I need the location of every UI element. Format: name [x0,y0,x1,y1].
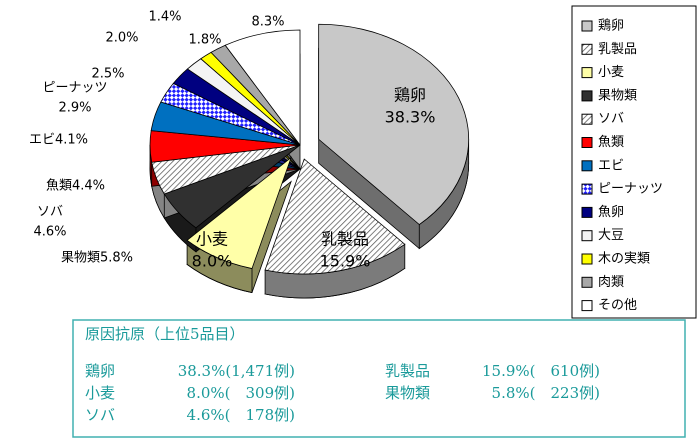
summary-box: 原因抗原（上位5品目） 鶏卵 38.3%(1,471例) 乳製品 15.9%( 610… [72,319,686,438]
legend-swatch [581,183,593,195]
data-label: 5.8% [100,251,133,266]
slice-name: 魚類 [46,179,72,194]
legend-swatch [581,253,593,265]
slice-name: エビ [29,133,55,148]
slice-name: 鶏卵 [394,86,426,105]
legend-box [571,5,697,319]
legend-label: 果物類 [598,88,637,103]
data-label: 4.4% [72,179,105,194]
legend-swatch [581,206,593,218]
slice-name: 乳製品 [321,230,369,249]
slice [264,158,406,275]
slice-name: 果物類 [61,251,100,266]
slice [318,23,469,226]
summary-title: 原因抗原（上位5品目） [85,325,245,343]
legend-label: 小麦 [598,65,624,80]
data-label: 38.3% [385,108,436,127]
summary-name: ソバ [85,406,115,424]
legend-swatch [581,230,593,242]
data-label: 1.8% [188,33,221,48]
summary-share: 15.9%( 610例) [482,362,600,380]
legend-swatch [581,90,593,102]
summary-share: 8.0%( 309例) [187,384,295,402]
legend-label: その他 [598,298,637,313]
data-label: 1.4% [148,10,181,25]
legend-label: 木の実類 [598,251,650,267]
legend-swatch [581,43,593,55]
legend-label: エビ [598,158,624,173]
legend-label: 大豆 [598,228,624,243]
summary-name: 鶏卵 [85,362,115,380]
data-label: 8.3% [251,15,284,30]
data-label: 4.1% [55,133,88,148]
legend-swatch [581,113,593,125]
legend-label: 乳製品 [598,42,637,57]
summary-name: 小麦 [85,384,115,402]
legend-label: 肉類 [598,275,624,290]
legend-swatch [581,20,593,32]
legend-label: ソバ [598,112,624,127]
data-label: 2.9% [58,101,91,116]
legend-swatch [581,276,593,288]
legend-label: ピーナッツ [598,182,663,197]
legend-label: 魚卵 [598,205,624,220]
slice [186,156,292,270]
slice-name: 小麦 [196,230,228,249]
summary-share: 38.3%(1,471例) [178,362,295,380]
legend-label: 鶏卵 [598,19,624,34]
summary-frame [72,319,686,438]
data-label: 2.5% [91,67,124,82]
legend-swatch [581,137,593,148]
data-label: 15.9% [320,252,371,271]
data-label: 2.0% [105,31,138,46]
summary-share: 5.8%( 223例) [492,384,600,402]
slice [224,29,301,147]
slice-name: ソバ [37,205,63,220]
slice-name: ピーナッツ [42,81,107,96]
summary-name: 乳製品 [385,362,430,380]
summary-name: 果物類 [385,384,430,402]
summary-share: 4.6%( 178例) [187,406,295,424]
legend-swatch [581,300,593,312]
legend-swatch [581,160,593,172]
data-label: 4.6% [33,225,66,240]
data-label: 8.0% [192,252,233,271]
legend-label: 魚類 [598,135,624,150]
legend-swatch [581,67,593,79]
